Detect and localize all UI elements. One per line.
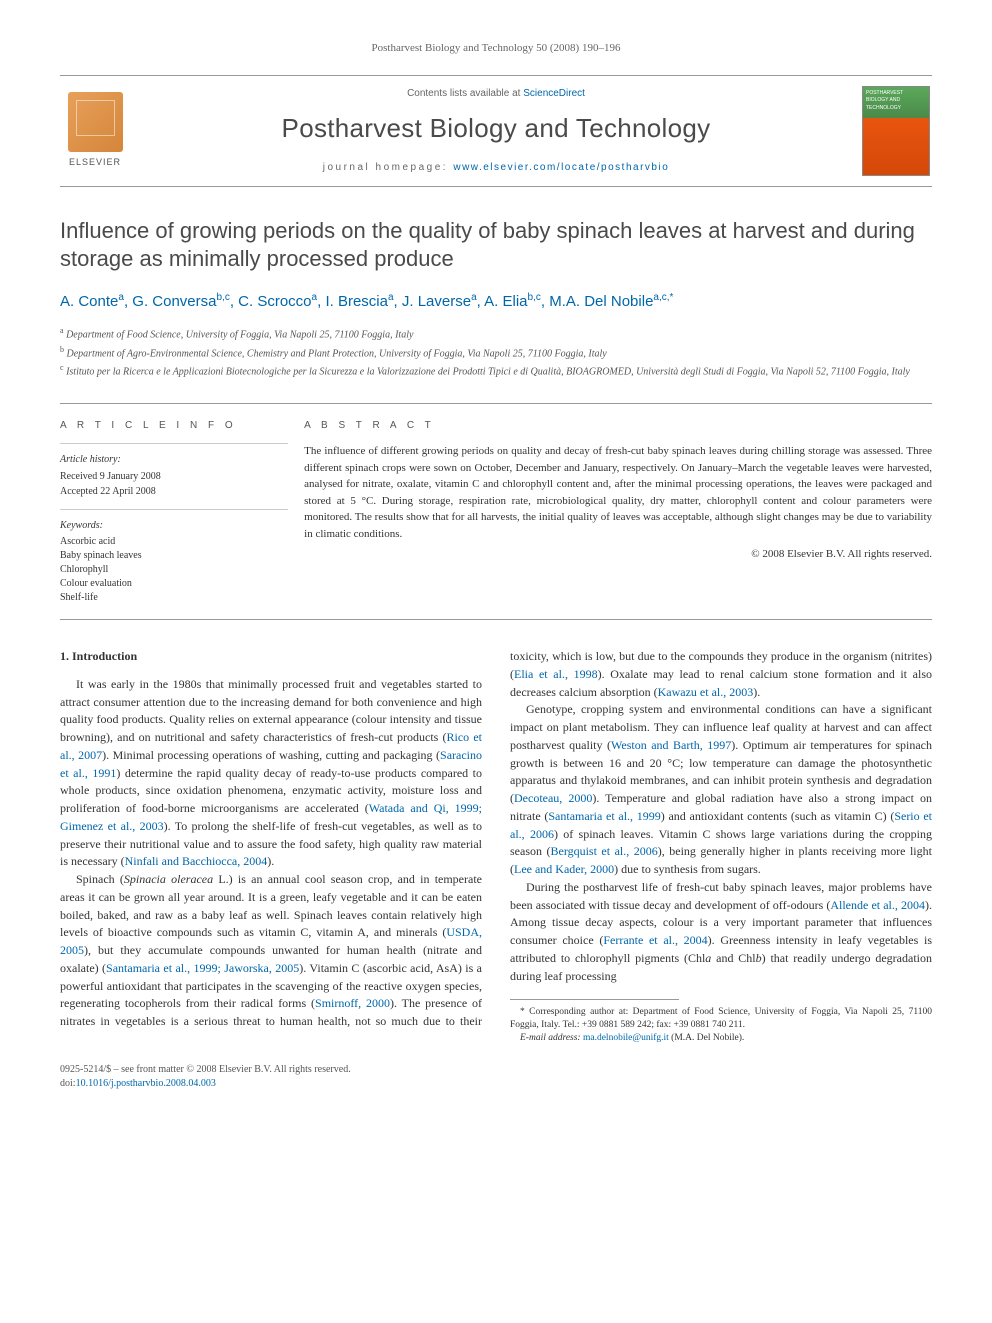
author-1-sup: a [118, 292, 124, 303]
cite-jaworska2005[interactable]: 2005 [275, 961, 299, 975]
article-title: Influence of growing periods on the qual… [60, 217, 932, 274]
keywords-block: Keywords: Ascorbic acid Baby spinach lea… [60, 509, 288, 605]
author-4: I. Brescia [325, 293, 388, 310]
cite-kawazu2003[interactable]: Kawazu et al., 2003 [658, 685, 754, 699]
issn-line: 0925-5214/$ – see front matter © 2008 El… [60, 1063, 932, 1077]
publisher-block: ELSEVIER [60, 92, 130, 170]
elsevier-tree-icon [68, 92, 123, 152]
author-1: A. Conte [60, 293, 118, 310]
author-2: G. Conversa [132, 293, 216, 310]
abstract-text: The influence of different growing perio… [304, 443, 932, 542]
accepted-line: Accepted 22 April 2008 [60, 484, 288, 499]
corresponding-email[interactable]: ma.delnobile@unifg.it [583, 1033, 669, 1043]
affil-sup-a: a [60, 326, 64, 335]
keyword-2: Chlorophyll [60, 563, 288, 577]
species-spinacia: Spinacia oleracea [124, 872, 213, 886]
cite-smirnoff2000[interactable]: Smirnoff, 2000 [315, 996, 390, 1010]
p2a: Spinach ( [76, 872, 124, 886]
affil-sup-b: b [60, 345, 64, 354]
received-line: Received 9 January 2008 [60, 469, 288, 484]
email-footnote: E-mail address: ma.delnobile@unifg.it (M… [510, 1032, 932, 1045]
author-5-sup: a [471, 292, 477, 303]
author-2-sup: b,c [216, 292, 229, 303]
cite-santamaria1999[interactable]: Santamaria et al., 1999 [548, 809, 660, 823]
cover-text: POSTHARVEST BIOLOGY AND TECHNOLOGY [866, 90, 903, 111]
abstract-pane: A B S T R A C T The influence of differe… [304, 404, 932, 619]
author-6-sup: b,c [528, 292, 541, 303]
affil-c-text: Istituto per la Ricerca e le Applicazion… [66, 366, 910, 377]
cite-leekader2000[interactable]: Lee and Kader, 2000 [514, 862, 614, 876]
keyword-1: Baby spinach leaves [60, 549, 288, 563]
author-6: A. Elia [484, 293, 527, 310]
cite-weston1997[interactable]: Weston and Barth, 1997 [611, 738, 731, 752]
p1a: It was early in the 1980s that minimally… [60, 677, 482, 744]
doi-label: doi: [60, 1078, 76, 1089]
corresponding-mark: * [670, 292, 674, 303]
journal-cover-block: POSTHARVEST BIOLOGY AND TECHNOLOGY [862, 86, 932, 176]
cite-elia1998[interactable]: Elia et al., 1998 [514, 667, 598, 681]
affil-sup-c: c [60, 363, 64, 372]
author-list: A. Contea, G. Conversab,c, C. Scroccoa, … [60, 290, 932, 314]
keywords-label: Keywords: [60, 516, 288, 533]
affil-a-text: Department of Food Science, University o… [66, 330, 413, 341]
running-head: Postharvest Biology and Technology 50 (2… [60, 40, 932, 57]
p1b: ). Minimal processing operations of wash… [102, 748, 440, 762]
masthead-center: Contents lists available at ScienceDirec… [130, 86, 862, 175]
publisher-name: ELSEVIER [69, 156, 121, 170]
author-7: M.A. Del Nobile [549, 293, 653, 310]
homepage-label: journal homepage: [323, 162, 454, 173]
sciencedirect-link[interactable]: ScienceDirect [523, 88, 585, 99]
abstract-heading: A B S T R A C T [304, 418, 932, 433]
p3d: ) and antioxidant contents (such as vita… [661, 809, 895, 823]
footnote-separator [510, 999, 679, 1000]
author-5: J. Laverse [402, 293, 471, 310]
p4d: and Chl [711, 951, 755, 965]
p2g: ). [753, 685, 760, 699]
affiliation-a: a Department of Food Science, University… [60, 325, 932, 342]
article-info-heading: A R T I C L E I N F O [60, 418, 288, 433]
history-label: Article history: [60, 450, 288, 467]
affiliations: a Department of Food Science, University… [60, 325, 932, 379]
doi-line: doi:10.1016/j.postharvbio.2008.04.003 [60, 1077, 932, 1091]
author-3-sup: a [312, 292, 318, 303]
homepage-line: journal homepage: www.elsevier.com/locat… [150, 160, 842, 175]
corresponding-footnote: * Corresponding author at: Department of… [510, 1006, 932, 1032]
article-body: 1. Introduction It was early in the 1980… [60, 648, 932, 1045]
email-label: E-mail address: [520, 1033, 583, 1043]
cite-ninfali2004[interactable]: Ninfali and Bacchiocca, 2004 [125, 854, 268, 868]
cite-bergquist2006[interactable]: Bergquist et al., 2006 [550, 844, 657, 858]
cite-santamaria-jaworska[interactable]: Santamaria et al., 1999; Jaworska, [106, 961, 275, 975]
doi-link[interactable]: 10.1016/j.postharvbio.2008.04.003 [76, 1078, 216, 1089]
contents-prefix: Contents lists available at [407, 88, 523, 99]
para-4: During the postharvest life of fresh-cut… [510, 879, 932, 986]
affiliation-b: b Department of Agro-Environmental Scien… [60, 344, 932, 361]
para-3: Genotype, cropping system and environmen… [510, 701, 932, 879]
page-footer: 0925-5214/$ – see front matter © 2008 El… [60, 1063, 932, 1091]
keyword-4: Shelf-life [60, 591, 288, 605]
cite-allende2004[interactable]: Allende et al., 2004 [830, 898, 925, 912]
abstract-copyright: © 2008 Elsevier B.V. All rights reserved… [304, 546, 932, 563]
masthead: ELSEVIER Contents lists available at Sci… [60, 75, 932, 187]
keyword-0: Ascorbic acid [60, 535, 288, 549]
para-1: It was early in the 1980s that minimally… [60, 676, 482, 871]
author-3: C. Scrocco [238, 293, 311, 310]
cite-decoteau2000[interactable]: Decoteau, 2000 [514, 791, 592, 805]
article-history-block: Article history: Received 9 January 2008… [60, 443, 288, 499]
author-7-sup: a,c, [653, 292, 669, 303]
affil-b-text: Department of Agro-Environmental Science… [67, 348, 607, 359]
homepage-url[interactable]: www.elsevier.com/locate/postharvbio [453, 162, 669, 173]
section-1-head: 1. Introduction [60, 648, 482, 666]
journal-title: Postharvest Biology and Technology [150, 109, 842, 148]
keyword-3: Colour evaluation [60, 577, 288, 591]
author-4-sup: a [388, 292, 394, 303]
cite-ferrante2004[interactable]: Ferrante et al., 2004 [603, 933, 707, 947]
article-meta-section: A R T I C L E I N F O Article history: R… [60, 403, 932, 620]
email-tail: (M.A. Del Nobile). [669, 1033, 744, 1043]
contents-available-line: Contents lists available at ScienceDirec… [150, 86, 842, 101]
p3g: ) due to synthesis from sugars. [614, 862, 761, 876]
article-info-pane: A R T I C L E I N F O Article history: R… [60, 404, 304, 619]
p1e: ). [267, 854, 274, 868]
journal-cover-thumbnail: POSTHARVEST BIOLOGY AND TECHNOLOGY [862, 86, 930, 176]
affiliation-c: c Istituto per la Ricerca e le Applicazi… [60, 362, 932, 379]
